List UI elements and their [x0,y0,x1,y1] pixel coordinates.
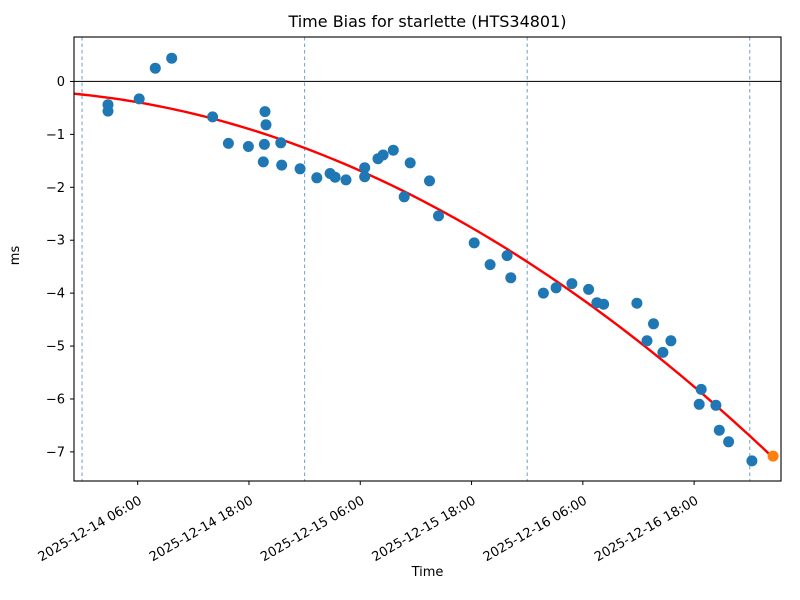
scatter-point [133,93,145,105]
scatter-point [657,346,669,358]
scatter-point [713,424,725,436]
scatter-point [258,138,270,150]
y-tick-label: −3 [46,234,65,249]
scatter-point [566,278,578,290]
scatter-point [359,171,371,183]
scatter-point [404,157,416,169]
axes-spines [73,36,782,482]
scatter-point [387,144,399,156]
x-tick-label: 2025-12-14 18:00 [147,493,256,565]
y-tick-label: −2 [46,181,65,196]
scatter-point [311,172,323,184]
scatter-point [648,318,659,330]
scatter-point [398,191,410,203]
y-tick-label: −1 [46,128,65,143]
scatter-point [641,335,653,347]
scatter-point [693,398,705,410]
scatter-point [259,106,271,118]
scatter-point [550,282,562,294]
scatter-point [257,156,269,168]
scatter-point [583,283,595,295]
scatter-point [149,62,161,74]
y-tick-label: −6 [46,392,65,407]
scatter-point [424,175,435,187]
scatter-point [260,119,272,131]
scatter-point [294,163,306,175]
scatter-point [710,399,722,411]
prediction-point [767,450,779,462]
scatter-point [501,250,513,262]
scatter-point [329,171,341,183]
x-tick-label: 2025-12-16 18:00 [592,493,701,565]
x-tick-label: 2025-12-15 18:00 [370,493,479,565]
scatter-point [242,141,254,152]
x-tick-label: 2025-12-15 06:00 [258,493,367,565]
y-tick-label: −4 [46,287,65,302]
scatter-point [665,335,677,347]
scatter-point [537,287,549,299]
scatter-point [377,149,389,161]
y-tick-label: 0 [57,75,65,90]
scatter-point [631,297,643,309]
scatter-point [433,210,444,222]
scatter-point [505,272,517,284]
scatter-point [695,383,707,395]
scatter-point [723,436,735,448]
scatter-point [484,259,496,271]
scatter-point [276,159,288,171]
y-tick-label: −7 [46,445,65,460]
x-tick-label: 2025-12-16 06:00 [481,493,590,565]
scatter-point [207,111,219,123]
y-tick-label: −5 [46,340,65,355]
x-tick-label: 2025-12-14 06:00 [36,493,145,565]
scatter-point [102,105,114,117]
scatter-point [340,174,352,186]
scatter-point [275,137,287,149]
scatter-point [746,455,758,467]
x-axis-label: Time [411,565,444,580]
y-axis-label: ms [8,245,24,266]
quadratic-fit [74,92,774,459]
chart-title: Time Bias for starlette (HTS34801) [288,12,567,31]
scatter-point [359,162,371,174]
scatter-point [468,237,480,249]
scatter-point [166,52,178,64]
scatter-point [598,298,610,310]
scatter-point [222,137,234,149]
